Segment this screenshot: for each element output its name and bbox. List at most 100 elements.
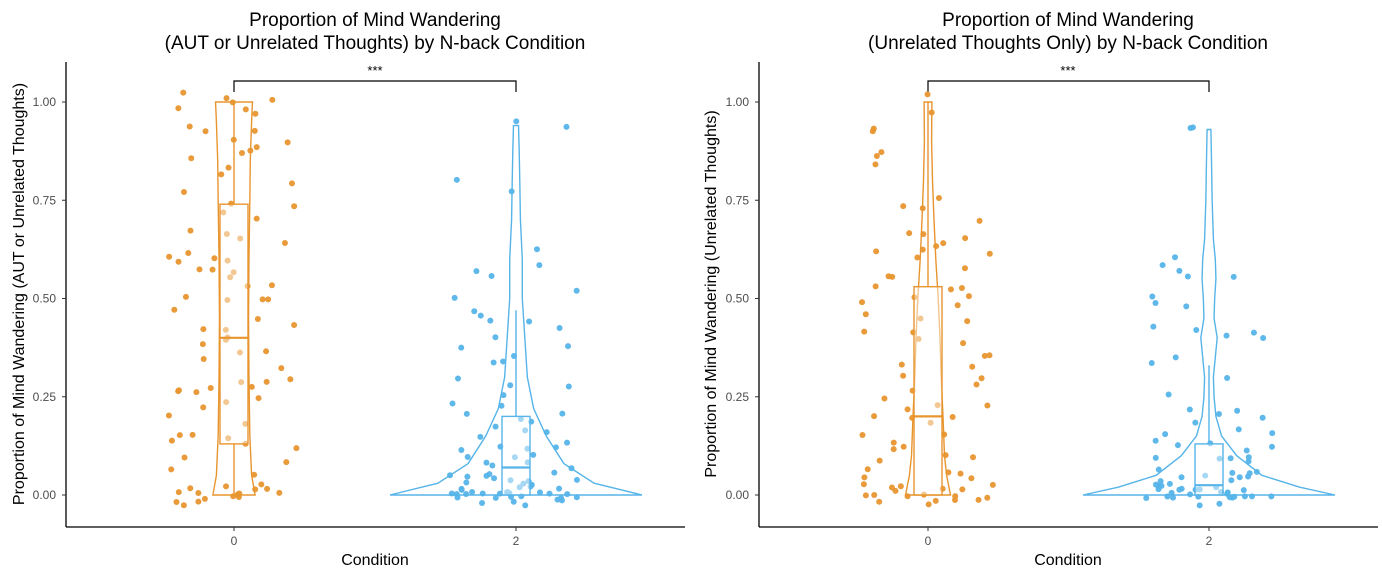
data-point <box>252 110 259 117</box>
data-point <box>935 194 942 201</box>
data-point <box>187 227 194 234</box>
data-point <box>453 176 460 183</box>
data-point <box>859 299 866 306</box>
data-point <box>489 462 496 469</box>
data-point <box>259 296 266 303</box>
data-point <box>263 378 270 385</box>
data-point <box>1176 267 1183 274</box>
data-point <box>264 485 271 492</box>
x-axis-title: Condition <box>1034 552 1102 569</box>
data-point <box>491 475 498 482</box>
data-point <box>872 161 879 168</box>
data-point <box>1250 329 1257 336</box>
data-point <box>1152 481 1159 488</box>
data-point <box>473 268 480 275</box>
data-point <box>981 352 988 359</box>
data-point <box>230 269 237 276</box>
data-point <box>890 446 897 453</box>
data-point <box>986 250 993 257</box>
data-point <box>1268 443 1275 450</box>
data-point <box>1245 454 1252 461</box>
data-point <box>873 152 880 159</box>
data-point <box>492 334 499 341</box>
data-point <box>200 404 207 411</box>
data-point <box>479 499 486 506</box>
data-point <box>524 445 531 452</box>
data-point <box>551 469 558 476</box>
data-point <box>872 283 879 290</box>
data-point <box>900 372 907 379</box>
data-point <box>209 266 216 273</box>
data-point <box>498 402 505 409</box>
data-point <box>199 341 206 348</box>
data-point <box>954 302 961 309</box>
data-point <box>1234 407 1241 414</box>
data-point <box>283 459 290 466</box>
data-point <box>1162 431 1169 438</box>
y-tick-label: 1.00 <box>33 95 57 109</box>
data-point <box>517 416 524 423</box>
data-point <box>862 311 869 318</box>
data-point <box>984 494 991 501</box>
data-point <box>207 385 214 392</box>
data-point <box>573 476 580 483</box>
data-point <box>978 375 985 382</box>
data-point <box>1172 354 1179 361</box>
data-point <box>925 501 932 508</box>
data-point <box>165 412 172 419</box>
data-point <box>564 439 571 446</box>
data-point <box>287 376 294 383</box>
data-point <box>969 363 976 370</box>
data-point <box>187 485 194 492</box>
data-point <box>251 127 258 134</box>
data-point <box>500 358 507 365</box>
data-point <box>175 105 182 112</box>
data-point <box>464 473 471 480</box>
data-point <box>1170 494 1177 501</box>
data-point <box>976 217 983 224</box>
data-point <box>864 466 871 473</box>
data-point <box>573 287 580 294</box>
data-point <box>861 328 868 335</box>
data-point <box>224 257 231 264</box>
significance-label: *** <box>1060 63 1075 78</box>
data-point <box>1223 332 1230 339</box>
data-point <box>1174 442 1181 449</box>
data-point <box>536 489 543 496</box>
data-point <box>940 240 947 247</box>
data-point <box>181 454 188 461</box>
y-tick-label: 0.00 <box>726 488 750 502</box>
data-point <box>454 494 461 501</box>
data-point <box>1227 455 1234 462</box>
data-point <box>871 491 878 498</box>
data-point <box>904 406 911 413</box>
data-point <box>986 352 993 359</box>
data-point <box>917 315 924 322</box>
data-point <box>1172 254 1179 261</box>
data-point <box>1216 455 1223 462</box>
data-point <box>454 375 461 382</box>
box <box>501 415 531 496</box>
data-point <box>949 413 956 420</box>
data-point <box>526 318 533 325</box>
data-point <box>180 89 187 96</box>
box <box>219 203 249 445</box>
data-point <box>968 475 975 482</box>
data-point <box>546 490 553 497</box>
data-point <box>449 400 456 407</box>
data-point <box>200 326 207 333</box>
y-tick-label: 1.00 <box>726 95 750 109</box>
data-point <box>227 274 234 281</box>
data-point <box>900 443 907 450</box>
data-point <box>223 95 230 102</box>
panel-unrelated: Proportion of Mind Wandering (Unrelated … <box>703 10 1268 569</box>
data-point <box>1149 293 1156 300</box>
data-point <box>1152 454 1159 461</box>
data-point <box>255 395 262 402</box>
data-point <box>492 423 499 430</box>
data-point <box>175 387 182 394</box>
data-point <box>563 123 570 130</box>
data-point <box>933 243 940 250</box>
data-point <box>1178 474 1185 481</box>
data-point <box>293 445 300 452</box>
